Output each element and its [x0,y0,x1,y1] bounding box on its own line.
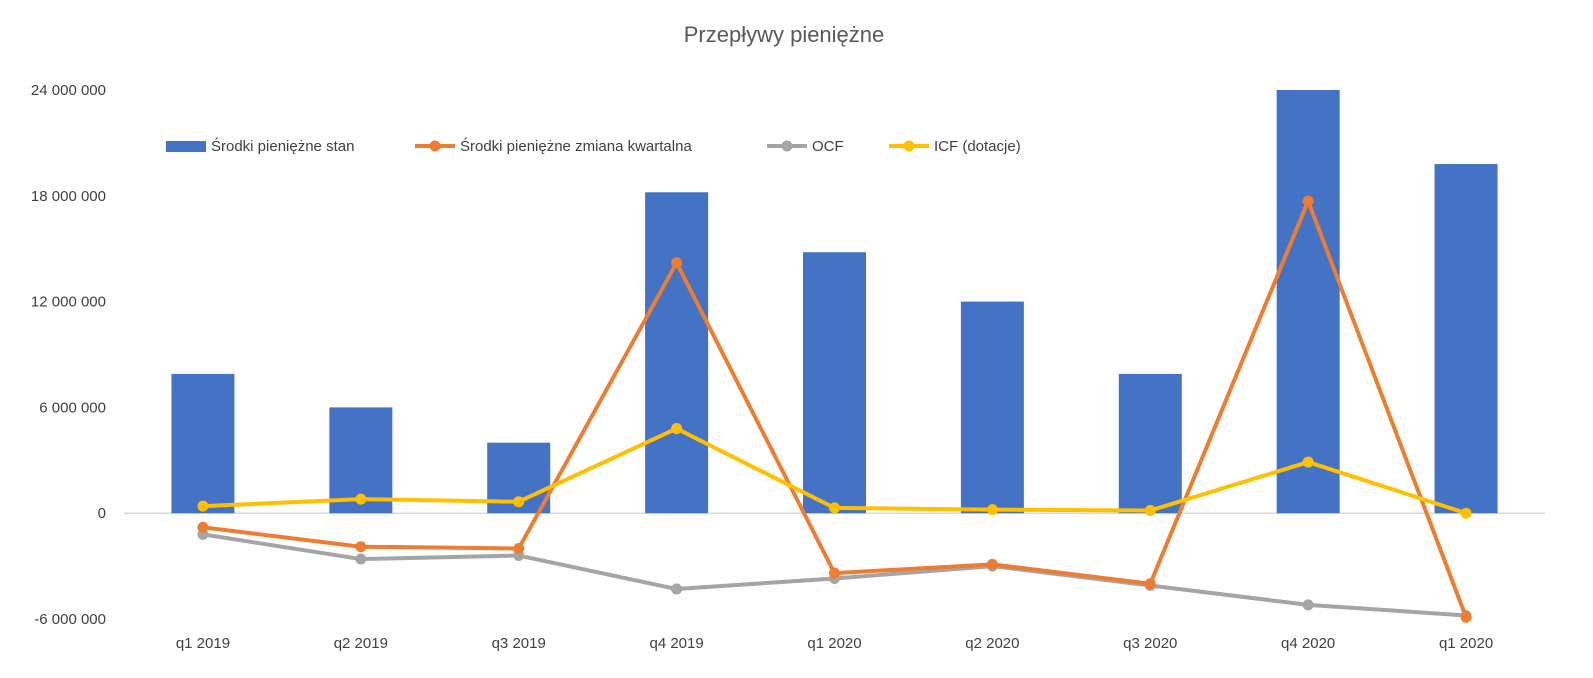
legend-label: Środki pieniężne stan [211,137,354,155]
y-tick-label: 24 000 000 [31,82,106,99]
point-srodki-pieniezne-zmiana-kwartalna-5 [986,558,998,570]
legend-item-ocf: OCF [767,138,844,155]
bar-q1-2019-0 [171,373,235,514]
legend-item-srodki-pieniezne-zmiana-kwartalna: Środki pieniężne zmiana kwartalna [415,137,692,155]
bar-q1-2020-8 [1434,164,1498,514]
bar-q4-2019-3 [645,192,709,514]
point-srodki-pieniezne-zmiana-kwartalna-4 [829,567,840,579]
legend-swatch-marker [903,140,915,152]
legend: Środki pieniężne stan Środki pieniężne zm… [166,137,1021,155]
point-icf-dotacje-5 [986,504,998,516]
point-ocf-7 [1302,599,1314,611]
point-icf-dotacje-2 [513,496,525,508]
x-tick-label: q1 2020 [807,635,861,652]
point-srodki-pieniezne-zmiana-kwartalna-0 [197,521,209,533]
y-tick-label: 12 000 000 [31,294,106,311]
x-axis: q1 2019 q2 2019 q3 2019 q4 2019 q1 2020 q2 20… [176,635,1493,652]
point-icf-dotacje-7 [1302,456,1314,468]
x-tick-label: q2 2019 [334,635,388,652]
bar-q1-2020-4 [803,252,866,514]
x-tick-label: q1 2019 [176,635,230,652]
bar-q2-2020-5 [960,301,1024,514]
bar-q3-2020-6 [1118,373,1182,514]
point-srodki-pieniezne-zmiana-kwartalna-7 [1302,195,1314,207]
point-srodki-pieniezne-zmiana-kwartalna-1 [355,541,367,553]
bar-series [171,90,1498,514]
series-srodki-pieniezne-zmiana-kwartalna [197,195,1472,623]
point-srodki-pieniezne-zmiana-kwartalna-8 [1460,611,1472,623]
x-tick-label: q1 2020 [1439,635,1493,652]
point-icf-dotacje-1 [355,493,367,505]
point-icf-dotacje-3 [671,423,683,435]
point-srodki-pieniezne-zmiana-kwartalna-2 [513,542,525,554]
legend-label: OCF [812,138,844,155]
legend-label: Środki pieniężne zmiana kwartalna [460,137,692,155]
y-tick-label: 0 [98,505,106,522]
y-axis: -6 000 000 0 6 000 000 12 000 000 18 000 000… [31,82,106,628]
point-ocf-3 [671,583,683,595]
point-icf-dotacje-6 [1144,505,1156,517]
bar-q4-2020-7 [1276,90,1340,514]
point-icf-dotacje-0 [197,500,209,512]
y-tick-label: 6 000 000 [39,399,106,416]
x-tick-label: q3 2020 [1123,635,1177,652]
legend-item-icf-dotacje: ICF (dotacje) [889,138,1021,155]
series-icf-dotacje [197,423,1472,519]
y-tick-label: -6 000 000 [34,611,106,628]
legend-swatch [166,141,206,152]
line-series [197,195,1472,623]
x-tick-label: q2 2020 [965,635,1019,652]
legend-label: ICF (dotacje) [934,138,1021,155]
x-tick-label: q3 2019 [492,635,546,652]
point-icf-dotacje-8 [1460,507,1472,519]
point-srodki-pieniezne-zmiana-kwartalna-6 [1144,578,1156,590]
point-srodki-pieniezne-zmiana-kwartalna-3 [671,257,683,269]
chart-title: Przepływy pieniężne [684,22,885,47]
x-tick-label: q4 2020 [1281,635,1335,652]
point-ocf-1 [355,553,367,565]
legend-swatch-marker [429,140,441,152]
x-tick-label: q4 2019 [649,635,703,652]
legend-item-srodki-pieniezne-stan: Środki pieniężne stan [166,137,354,155]
legend-swatch-marker [781,140,793,152]
point-icf-dotacje-4 [829,502,840,514]
y-tick-label: 18 000 000 [31,188,106,205]
